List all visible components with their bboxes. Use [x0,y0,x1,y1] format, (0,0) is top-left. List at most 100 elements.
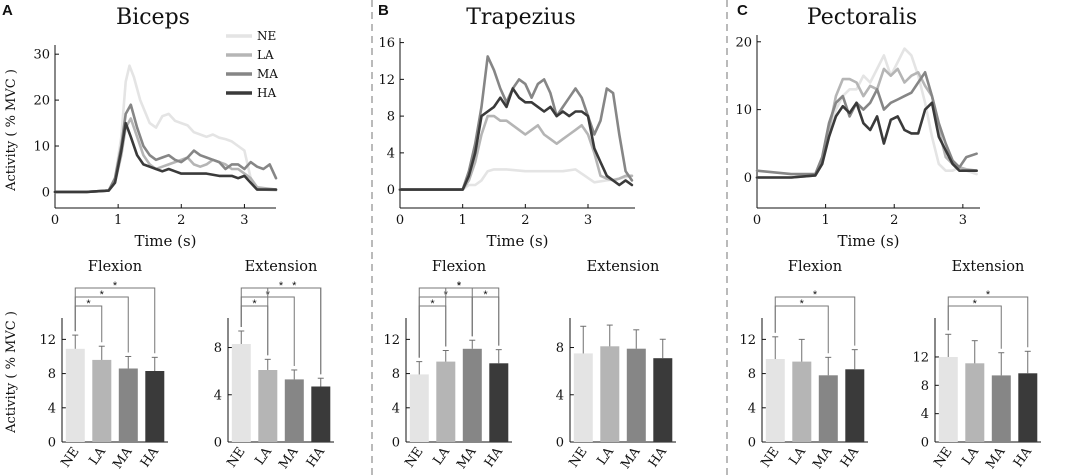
biceps-extension-category-label: MA [276,444,302,472]
trapezius-flexion-category-label: LA [430,444,453,468]
trapezius-line-y-tick-label: 16 [378,36,395,51]
trapezius-extension-category-label: LA [594,444,617,468]
pectoralis-flexion-significance-star: * [800,298,805,310]
pectoralis-flexion-category-label: MA [810,444,836,472]
biceps-flexion-bar-ha [145,371,165,442]
bar-y-axis-label: Activity ( % MVC ) [4,311,19,434]
biceps-flexion-category-label: LA [86,444,109,468]
pectoralis-flexion-category-label: HA [838,444,863,470]
biceps-line-y-tick-label: 30 [33,48,50,63]
pectoralis-flexion-bar-la [792,361,812,442]
legend-label-la: LA [257,48,274,62]
trapezius-extension-y-tick-label: 8 [556,341,564,356]
trapezius-flexion-bar-ha [489,363,509,442]
pectoralis-extension-bar-ma [991,375,1011,442]
pectoralis-extension-bar-la [965,363,985,442]
trapezius-flexion-category-label: NE [402,445,426,471]
trapezius-flexion-category-label: MA [454,444,480,472]
biceps-extension-y-tick-label: 8 [214,341,222,356]
trapezius-line-y-tick-label: 4 [387,146,395,161]
trapezius-flexion-bar-la [436,361,456,442]
trapezius-extension-bar-ne [573,353,593,442]
pectoralis-extension-bar-ne [938,357,958,442]
pectoralis-line-series-ne [755,47,978,179]
trapezius-flexion-significance-star: * [457,280,462,292]
pectoralis-line-x-tick-label: 2 [890,213,898,228]
pectoralis-extension-bar-chart: Extension 0 4 8 12 NE LA MA HA * * [912,259,1041,472]
pectoralis-flexion-category-label: LA [786,444,809,468]
panel-letter-c: C [737,2,748,19]
panel-title-trapezius: Trapezius [466,5,576,30]
pectoralis-line-x-tick-label: 3 [959,213,967,228]
pectoralis-flexion-bar-chart: Flexion 0 4 8 12 NE LA MA HA * * [739,259,868,472]
biceps-flexion-significance-star: * [100,289,105,301]
biceps-extension-category-label: HA [304,444,329,470]
trapezius-line-x-tick-label: 1 [459,213,467,228]
biceps-extension-bar-ne [231,344,251,442]
biceps-flexion-bar-chart: Flexion 0 4 8 12 NE LA MA HA * * * [39,259,168,472]
panel-letter-b: B [378,2,389,19]
pectoralis-flexion-bar-ha [845,369,865,442]
trapezius-flexion-y-tick-label: 0 [392,436,400,451]
trapezius-extension-y-tick-label: 0 [556,436,564,451]
pectoralis-line-series-la [755,67,978,179]
pectoralis-extension-category-label: NE [931,445,955,471]
biceps-flexion-significance-star: * [113,280,118,292]
biceps-line-y-tick-label: 20 [33,94,50,109]
biceps-flexion-bar-ma [118,368,138,442]
biceps-flexion-y-tick-label: 8 [48,367,56,382]
biceps-extension-category-label: LA [252,444,275,468]
trapezius-line-series-la [398,114,634,191]
pectoralis-extension-category-label: HA [1011,444,1036,470]
pectoralis-extension-bar-ha [1018,373,1038,442]
trapezius-extension-bar-ha [653,358,673,442]
trapezius-line-series-ma [398,55,634,191]
biceps-line-series-ha [53,121,278,194]
pectoralis-flexion-y-tick-label: 4 [748,401,756,416]
biceps-line-x-tick-label: 2 [177,213,185,228]
trapezius-line-x-tick-label: 3 [584,213,592,228]
trapezius-line-y-tick-label: 8 [387,110,395,125]
biceps-flexion-y-tick-label: 4 [48,401,56,416]
trapezius-flexion-y-tick-label: 8 [392,367,400,382]
biceps-line-y-tick-label: 10 [33,140,50,155]
trapezius-extension-category-label: MA [618,444,644,472]
biceps-flexion-title: Flexion [88,259,142,275]
pectoralis-extension-y-tick-label: 12 [912,350,929,365]
biceps-line-x-axis-label: Time (s) [134,232,196,250]
biceps-flexion-bar-ne [65,348,85,442]
legend-label-ma: MA [257,67,278,81]
biceps-flexion-significance-bracket [74,305,103,343]
biceps-extension-significance-bracket [267,287,322,375]
trapezius-extension-bar-chart: Extension 0 4 8 NE LA MA HA [556,259,676,472]
biceps-extension-bar-ma [284,379,304,442]
trapezius-extension-bar-ma [626,348,646,442]
biceps-line-y-tick-label: 0 [42,185,50,200]
biceps-extension-category-label: NE [224,445,248,471]
biceps-flexion-y-tick-label: 0 [48,436,56,451]
biceps-flexion-y-tick-label: 12 [39,333,56,348]
trapezius-flexion-title: Flexion [432,259,486,275]
biceps-extension-bar-ha [311,386,331,442]
trapezius-line-series-ha [398,87,634,191]
panel-letter-a: A [2,2,13,19]
trapezius-flexion-bar-ne [409,374,429,442]
legend-label-ne: NE [257,29,276,43]
biceps-flexion-significance-star: * [86,298,91,310]
trapezius-flexion-y-tick-label: 12 [383,333,400,348]
trapezius-flexion-significance-bracket [418,305,447,358]
pectoralis-line-y-tick-label: 20 [735,35,752,50]
pectoralis-flexion-bar-ne [765,359,785,442]
biceps-extension-significance-star: * [279,280,284,292]
biceps-extension-bar-la [258,370,278,442]
pectoralis-extension-y-tick-label: 0 [921,436,929,451]
legend: NE LA MA HA [226,29,278,100]
pectoralis-flexion-title: Flexion [788,259,842,275]
trapezius-flexion-bar-ma [462,348,482,442]
pectoralis-flexion-significance-bracket [774,296,856,346]
trapezius-flexion-significance-bracket [471,296,500,346]
